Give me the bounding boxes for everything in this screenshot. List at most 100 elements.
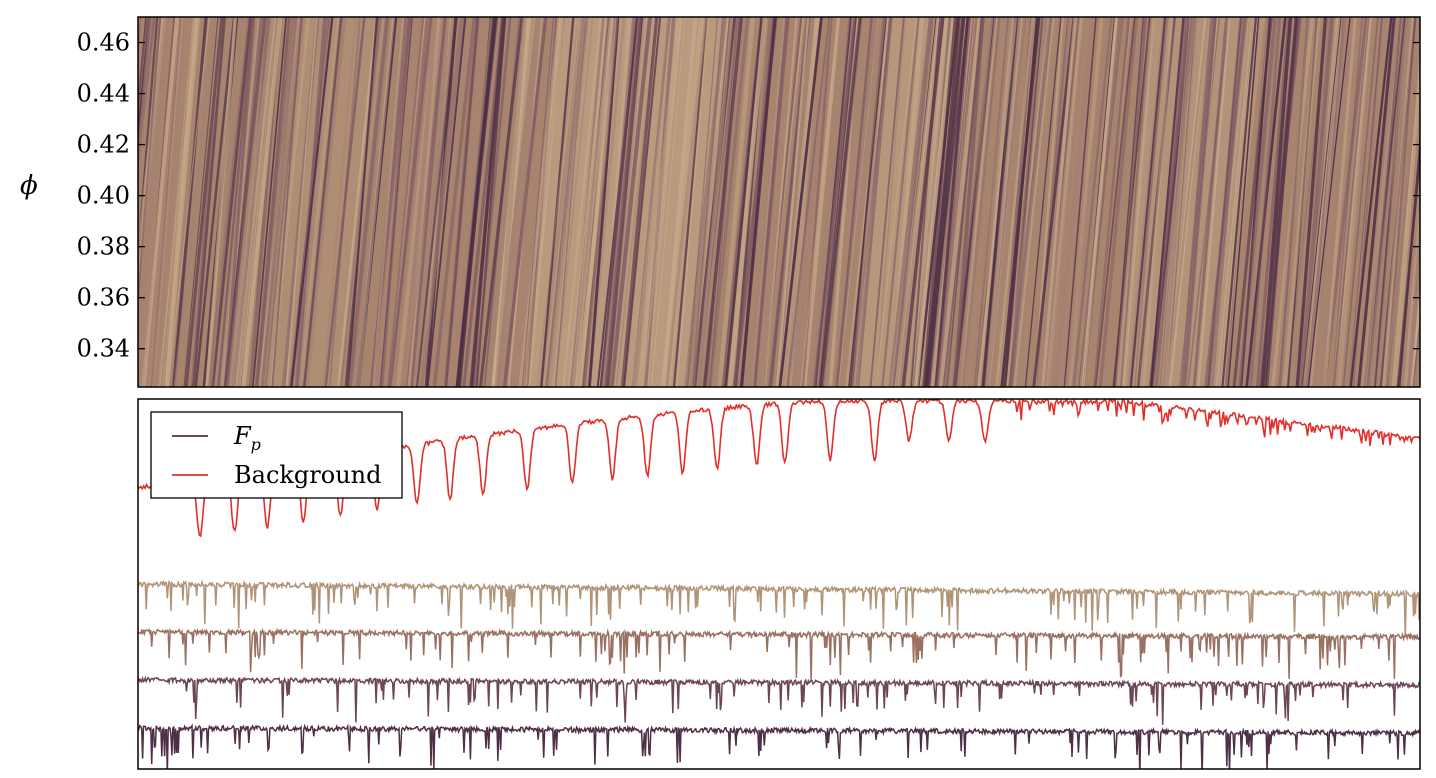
heatmap-streak: [1391, 51, 1420, 387]
heatmap-y-tick-label: 0.44: [77, 80, 130, 108]
heatmap-streak: [786, 17, 831, 387]
heatmap-streak: [138, 17, 162, 313]
heatmap-streak: [1307, 17, 1351, 387]
heatmap-streak: [706, 17, 738, 387]
heatmap-streak: [1008, 17, 1043, 387]
heatmap-streak: [207, 17, 251, 387]
heatmap-streak: [347, 17, 390, 387]
heatmap-streak: [881, 17, 920, 387]
heatmap-streak: [1186, 17, 1231, 387]
heatmap-streak: [601, 17, 637, 387]
heatmap-streak: [1311, 17, 1349, 387]
heatmap-streak: [1301, 17, 1342, 387]
heatmap-streak: [632, 17, 673, 387]
heatmap-streak: [694, 17, 737, 387]
spectra-frame: [137, 398, 1421, 770]
heatmap-streak: [260, 17, 298, 387]
heatmap-streak: [758, 17, 798, 387]
heatmap-streak: [1046, 17, 1084, 387]
heatmap-streak: [1149, 17, 1185, 387]
heatmap-streak: [818, 17, 851, 387]
heatmap-streak: [1260, 17, 1298, 387]
heatmap-streak: [444, 17, 480, 387]
heatmap-streak: [1129, 17, 1166, 387]
heatmap-streak: [164, 17, 197, 387]
heatmap-streak: [1331, 17, 1363, 387]
heatmap-streak: [371, 17, 405, 387]
heatmap-streak: [1237, 17, 1278, 387]
heatmap-streak: [255, 17, 295, 387]
heatmap-streak: [1305, 17, 1345, 387]
heatmap-streak: [926, 17, 966, 387]
heatmap-streak: [819, 17, 857, 387]
heatmap-streak: [1180, 17, 1217, 387]
heatmap-streak: [1010, 17, 1051, 387]
heatmap-streak: [1053, 17, 1095, 387]
heatmap-streak: [432, 17, 477, 387]
heatmap-streak: [1142, 17, 1174, 387]
heatmap-streak: [875, 17, 906, 387]
heatmap-streak: [775, 17, 810, 387]
heatmap-streak: [1161, 17, 1194, 387]
heatmap-streak: [567, 17, 608, 387]
heatmap-streak: [192, 17, 226, 387]
heatmap-streak: [1046, 17, 1086, 387]
heatmap-streak: [285, 17, 318, 387]
heatmap-streak: [225, 17, 268, 387]
heatmap-streak: [1299, 17, 1332, 387]
heatmap-streak: [254, 17, 291, 387]
heatmap-streak: [205, 17, 238, 387]
heatmap-streak: [1024, 17, 1062, 387]
heatmap-streak: [164, 17, 200, 387]
heatmap-streak: [1072, 17, 1113, 387]
heatmap-streak: [138, 17, 168, 297]
heatmap-streak: [173, 17, 217, 387]
heatmap-streak: [942, 17, 985, 387]
heatmap-streak: [1120, 17, 1151, 387]
heatmap-streak: [1323, 17, 1368, 387]
heatmap-streak: [958, 17, 994, 387]
heatmap-streaks: [138, 17, 1420, 387]
heatmap-streak: [502, 17, 548, 387]
heatmap-streak: [554, 17, 587, 387]
heatmap-streak: [599, 17, 639, 387]
heatmap-streak: [684, 17, 729, 387]
heatmap-streak: [456, 17, 499, 387]
heatmap-y-tick-label: 0.38: [77, 233, 130, 261]
heatmap-streak: [777, 17, 813, 387]
heatmap-streak: [810, 17, 844, 387]
heatmap-streak: [223, 17, 256, 387]
heatmap-streak: [724, 17, 764, 387]
heatmap-streak: [1349, 17, 1393, 387]
heatmap-streak: [1063, 17, 1097, 387]
heatmap-streak: [981, 17, 1019, 387]
heatmap-streak: [1041, 17, 1077, 387]
heatmap-streak: [536, 17, 579, 387]
heatmap-streak: [328, 17, 361, 387]
heatmap-streak: [1408, 247, 1420, 387]
heatmap-streak: [138, 17, 153, 193]
heatmap-streak: [407, 17, 441, 387]
heatmap-streak: [410, 17, 447, 387]
heatmap-streak: [691, 17, 724, 387]
heatmap-streak: [901, 17, 945, 387]
heatmap-y-tick-label: 0.36: [77, 284, 130, 312]
heatmap-streak: [604, 17, 641, 387]
heatmap-streak: [562, 17, 602, 387]
heatmap-streak: [1363, 17, 1402, 387]
heatmap-streak: [1197, 17, 1231, 387]
heatmap-streak: [1221, 17, 1258, 387]
heatmap-streak: [788, 17, 832, 387]
heatmap-streak: [271, 17, 303, 387]
heatmap-streak: [835, 17, 873, 387]
heatmap-streak: [875, 17, 918, 387]
heatmap-streak: [526, 17, 558, 387]
heatmap-streak: [691, 17, 731, 387]
heatmap-streak: [1342, 17, 1379, 387]
heatmap-panel: 0.34 0.36 0.38 0.40 0.42 0.44 0.46 ϕ: [20, 16, 1421, 388]
heatmap-streak: [1295, 17, 1328, 387]
heatmap-streak: [1323, 17, 1357, 387]
heatmap-streak: [752, 17, 790, 387]
heatmap-y-ticks: 0.34 0.36 0.38 0.40 0.42 0.44 0.46: [77, 29, 1420, 363]
spectrum-stack-1: [138, 579, 1420, 638]
